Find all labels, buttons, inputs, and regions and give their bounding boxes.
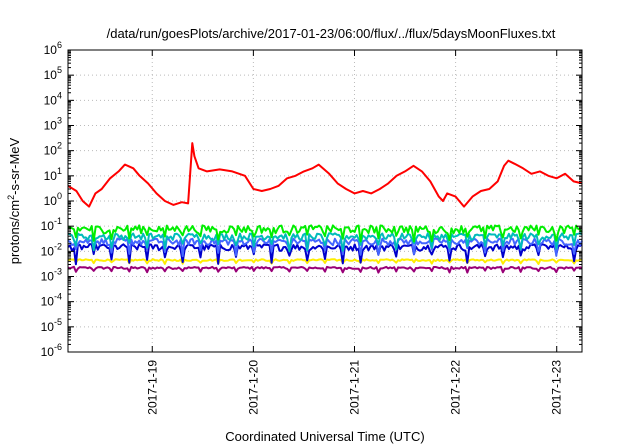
y-axis: 10-610-510-410-310-210-11001011021031041… (41, 40, 582, 359)
y-tick-label: 10-3 (41, 267, 62, 284)
y-tick-label: 104 (44, 90, 62, 107)
y-tick-label: 10-6 (41, 342, 62, 359)
y-tick-label: 10-2 (41, 241, 62, 258)
series-line (67, 243, 583, 266)
y-tick-label-base: 10 (44, 68, 58, 82)
y-tick-label-exponent: -5 (54, 317, 62, 327)
x-axis-label: Coordinated Universal Time (UTC) (225, 429, 424, 444)
x-axis: 2017-1-19 2017-1-20 2017-1-21 2017-1-22 2017… (145, 50, 564, 415)
y-tick-label-base: 10 (41, 345, 55, 359)
y-tick-label-base: 10 (41, 219, 55, 233)
x-tick-label: 2017-1-23 (550, 360, 564, 415)
y-tick-label: 102 (44, 141, 62, 158)
series-line (67, 258, 583, 265)
y-tick-label: 10-4 (41, 292, 62, 309)
y-tick-label-base: 10 (41, 244, 55, 258)
y-tick-label-exponent: 2 (57, 141, 62, 151)
series-line (67, 232, 583, 253)
series-line (67, 224, 583, 243)
x-tick-label: 2017-1-20 (246, 360, 260, 415)
y-tick-label-exponent: -2 (54, 241, 62, 251)
y-tick-label: 100 (44, 191, 62, 208)
y-tick-label-base: 10 (44, 93, 58, 107)
y-tick-label: 10-1 (41, 216, 62, 233)
y-tick-label-exponent: 0 (57, 191, 62, 201)
x-tick-label: 2017-1-21 (347, 360, 361, 415)
y-tick-label-exponent: 1 (57, 166, 62, 176)
y-tick-label-exponent: 5 (57, 65, 62, 75)
y-tick-label-exponent: 4 (57, 90, 62, 100)
y-axis-label-rest: -s-sr-MeV (7, 137, 22, 194)
series-line (67, 237, 583, 258)
y-tick-label-base: 10 (44, 43, 58, 57)
series-line (67, 142, 583, 208)
y-axis-label-sup: 2 (6, 195, 16, 200)
grid (68, 50, 582, 352)
y-axis-label: protons/cm2-s-sr-MeV (6, 137, 22, 264)
chart-title: /data/run/goesPlots/archive/2017-01-23/0… (107, 26, 556, 41)
y-tick-label-base: 10 (44, 169, 58, 183)
y-tick-label-exponent: 3 (57, 116, 62, 126)
y-tick-label-base: 10 (44, 119, 58, 133)
y-tick-label-exponent: 6 (57, 40, 62, 50)
y-tick-label-base: 10 (41, 295, 55, 309)
y-tick-label-base: 10 (44, 144, 58, 158)
y-tick-label: 105 (44, 65, 62, 82)
y-tick-label-base: 10 (44, 194, 58, 208)
series-group (67, 142, 583, 274)
y-tick-label-exponent: -6 (54, 342, 62, 352)
y-tick-label-exponent: -4 (54, 292, 62, 302)
y-tick-label-exponent: -1 (54, 216, 62, 226)
y-tick-label: 101 (44, 166, 62, 183)
series-line (67, 265, 583, 274)
y-axis-label-main: protons/cm (7, 200, 22, 264)
x-tick-label: 2017-1-19 (145, 360, 159, 415)
y-tick-label-base: 10 (41, 320, 55, 334)
y-tick-label: 10-5 (41, 317, 62, 334)
y-tick-label-base: 10 (41, 270, 55, 284)
y-tick-label-exponent: -3 (54, 267, 62, 277)
x-tick-label: 2017-1-22 (449, 360, 463, 415)
y-tick-label: 106 (44, 40, 62, 57)
y-tick-label: 103 (44, 116, 62, 133)
